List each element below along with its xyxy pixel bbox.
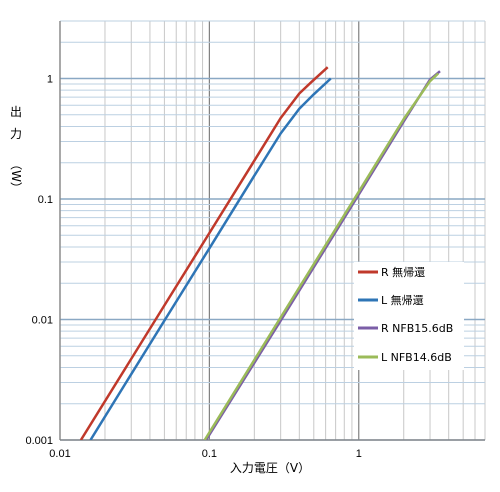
series-line-2 [89,77,332,440]
legend: R 無帰還 L 無帰還 R NFB15.6dB L NFB14.6dB [354,262,464,370]
y-axis-title-line-1: 出 [10,105,22,119]
y-axis-title-line-2: 力 [10,127,22,141]
series-line-1 [79,66,329,440]
legend-label-r-no-feedback: R 無帰還 [381,265,425,279]
x-axis-title: 入力電圧（V） [230,461,310,475]
y-tick-label: 1 [47,73,53,85]
grid [59,20,486,441]
legend-label-r-nfb: R NFB15.6dB [381,322,453,335]
series-line-4 [203,72,440,440]
legend-label-l-nfb: L NFB14.6dB [381,351,452,364]
y-tick-label: 0.01 [32,314,53,326]
legend-item-l-no-feedback: L 無帰還 [358,293,424,307]
legend-item-r-nfb: R NFB15.6dB [358,322,453,335]
x-tick-label: 1 [356,448,362,460]
y-axis-title-line-3: （W） [9,158,23,194]
legend-item-r-no-feedback: R 無帰還 [358,265,425,279]
legend-label-l-no-feedback: L 無帰還 [381,293,424,307]
x-tick-label: 0.1 [202,448,217,460]
y-tick-label: 0.001 [25,435,53,447]
y-axis-title: 出 力 （W） [9,105,23,194]
series-lines [79,66,441,440]
x-tick-label: 0.01 [49,448,70,460]
legend-item-l-nfb: L NFB14.6dB [358,351,452,364]
y-tick-label: 0.1 [38,194,53,206]
legend-box [354,262,464,370]
